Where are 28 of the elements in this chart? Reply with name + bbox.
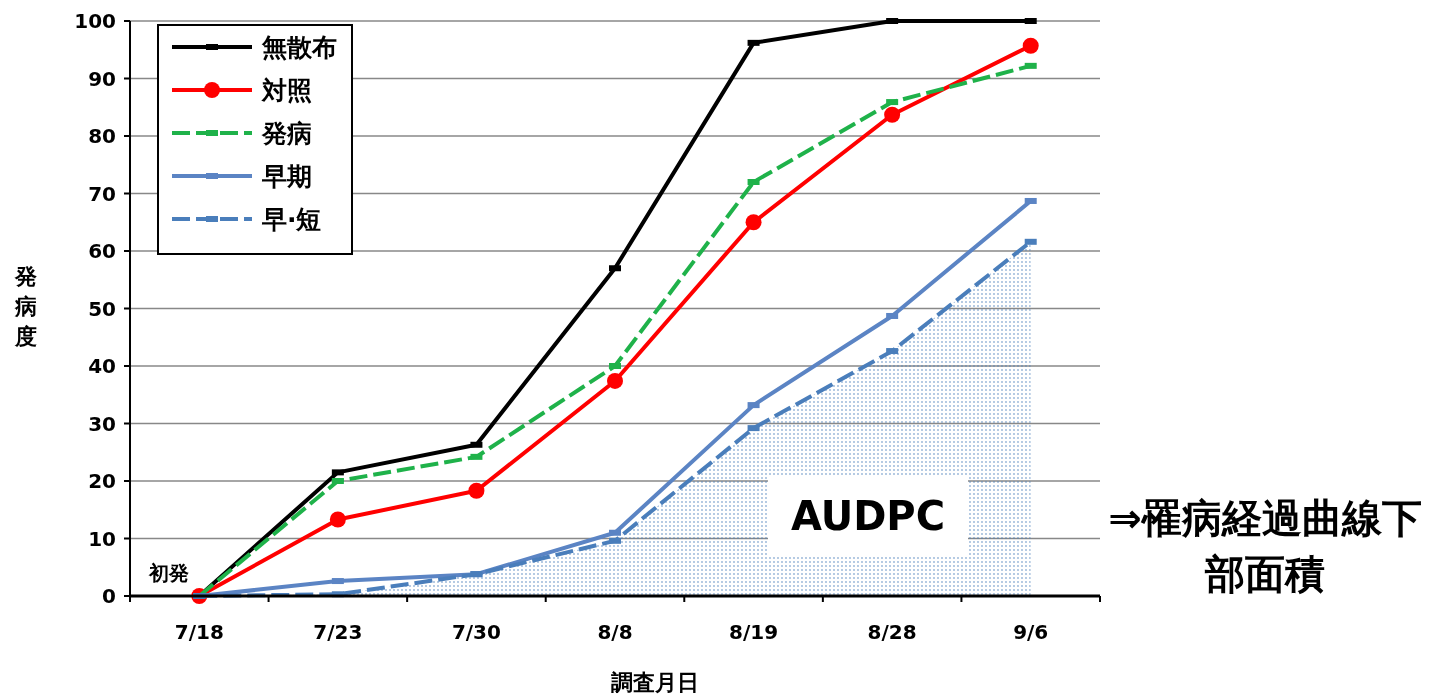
legend-label: 早期 [261,162,312,191]
legend-label: 発病 [261,119,312,148]
y-axis-title: 発病度 [14,263,38,351]
y-tick-label: 80 [88,124,116,148]
y-tick-label: 10 [88,526,116,551]
legend-label: 無散布 [261,33,337,62]
x-tick-label: 8/19 [729,620,779,644]
x-tick-label: 8/8 [597,620,633,644]
y-tick-label: 30 [88,411,116,436]
x-tick-label: 7/30 [451,620,501,644]
y-tick-label: 0 [102,584,116,608]
annotation: 初発 [148,561,190,585]
y-tick-label: 70 [88,181,116,206]
y-tick-label: 40 [88,354,116,378]
y-tick-label: 100 [74,9,116,33]
x-tick-label: 9/6 [1013,620,1049,644]
y-tick-label: 50 [88,296,116,321]
y-tick-label: 20 [88,469,116,493]
legend-label: 対照 [261,76,312,105]
y-tick-label: 60 [88,239,116,263]
legend-label: 早·短 [261,205,322,234]
y-tick-label: 90 [88,66,116,91]
x-tick-label: 7/18 [174,620,224,644]
annotation: AUDPC [768,475,968,557]
x-tick-label: 8/28 [867,620,917,644]
x-axis-title: 調査月日 [611,670,699,695]
x-tick-label: 7/23 [313,620,363,644]
text: ⇒罹病経過曲線下部面積 [1107,494,1423,599]
